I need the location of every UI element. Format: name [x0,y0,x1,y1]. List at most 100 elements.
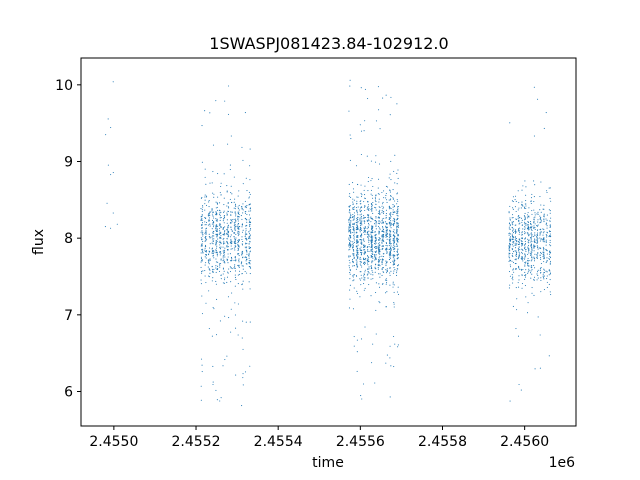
data-point [381,242,383,244]
data-point [212,235,214,237]
data-point [368,268,370,270]
data-point [539,222,541,224]
data-point [524,257,526,259]
data-point [238,261,240,263]
data-point [248,231,250,233]
data-point [524,228,526,230]
data-point [530,223,532,225]
data-point [356,249,358,251]
data-point [543,272,545,274]
data-point [237,303,239,305]
data-point [359,231,361,233]
data-point [543,272,546,274]
data-point [224,262,226,264]
data-point [392,239,394,241]
data-point [543,229,545,231]
data-point [361,277,363,279]
data-point [227,143,229,145]
data-point [520,237,523,239]
data-point [349,268,351,271]
data-point [364,250,366,252]
data-point [241,265,243,267]
data-point [393,221,395,223]
data-point [226,240,228,243]
data-point [397,235,399,237]
data-point [381,236,383,238]
data-point [381,230,383,232]
data-point [215,280,217,283]
data-point [230,248,232,250]
data-point [218,241,220,243]
data-point [381,258,384,260]
data-point [530,222,532,224]
data-point [353,233,355,235]
data-point [245,205,247,207]
data-point [353,208,355,210]
data-point [245,243,247,245]
data-point [367,264,369,266]
data-point [510,238,512,241]
data-point [370,193,372,195]
data-point [382,245,384,248]
data-point [530,197,533,199]
data-point [220,241,222,244]
data-point [397,177,399,180]
data-point [514,244,516,246]
data-point [515,254,517,256]
data-point [352,231,354,234]
data-point [382,206,385,208]
data-point [536,232,539,234]
data-point [385,213,387,215]
data-point [546,191,548,194]
data-point [204,176,206,178]
data-point [218,224,220,226]
data-point [249,250,252,252]
data-point [230,201,233,203]
data-point [396,210,398,212]
data-point [218,270,221,272]
data-point [348,244,350,246]
data-point [549,270,551,272]
data-point [374,382,376,384]
data-point [353,216,355,218]
data-point [383,190,385,192]
data-point [528,215,530,217]
data-point [353,265,355,267]
data-point [237,244,239,246]
data-point [375,194,377,196]
data-point [359,251,362,253]
data-point [524,285,526,287]
data-point [379,213,381,216]
x-axis-offset-label: 1e6 [549,455,576,471]
data-point [222,365,224,367]
data-point [230,281,232,283]
data-point [356,236,358,238]
data-point [379,259,381,261]
data-point [359,220,361,222]
data-point [382,203,384,205]
data-point [201,161,203,163]
data-point [238,258,240,260]
data-point [219,246,221,248]
data-point [385,245,387,247]
data-point [215,230,218,232]
data-point [516,240,518,242]
data-point [527,253,529,255]
data-point [220,259,222,261]
data-point [540,228,542,230]
data-point [216,229,218,231]
data-point [212,383,214,386]
data-point [237,231,239,233]
data-point [219,228,221,230]
data-point [352,219,354,221]
data-point [235,213,237,215]
data-point [394,245,396,247]
data-point [212,231,214,233]
data-point [389,242,391,244]
data-point [349,255,352,257]
data-point [234,274,236,276]
data-point [385,272,388,274]
data-point [107,118,109,120]
data-point [513,271,515,273]
data-point [110,174,112,176]
